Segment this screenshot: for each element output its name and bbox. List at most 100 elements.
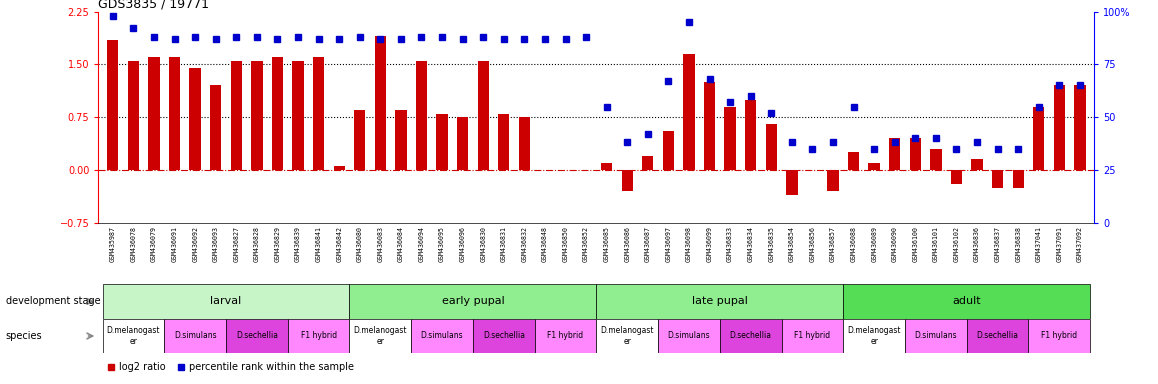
Text: GSM436854: GSM436854	[789, 226, 794, 262]
Text: GSM436092: GSM436092	[192, 226, 198, 262]
Text: F1 hybrid: F1 hybrid	[301, 331, 337, 341]
Text: GSM436856: GSM436856	[809, 226, 815, 262]
Text: D.melanogast
er: D.melanogast er	[107, 326, 160, 346]
Text: GSM436848: GSM436848	[542, 226, 548, 262]
Bar	[1054, 85, 1065, 170]
Text: adult: adult	[952, 296, 981, 306]
Bar	[127, 61, 139, 170]
Text: D.sechellia: D.sechellia	[236, 331, 278, 341]
Bar	[720, 319, 782, 353]
Bar	[354, 110, 366, 170]
Text: GSM436098: GSM436098	[686, 226, 692, 262]
Bar	[889, 138, 901, 170]
Text: GSM437091: GSM437091	[1056, 226, 1062, 262]
Text: early pupal: early pupal	[441, 296, 504, 306]
Text: GSM436093: GSM436093	[213, 226, 219, 262]
Bar	[827, 170, 838, 191]
Text: GSM436850: GSM436850	[563, 226, 569, 262]
Bar	[498, 114, 510, 170]
Text: GSM436830: GSM436830	[481, 226, 486, 262]
Bar	[786, 170, 798, 195]
Text: GSM436827: GSM436827	[233, 226, 240, 262]
Text: D.sechellia: D.sechellia	[976, 331, 1019, 341]
Bar	[658, 319, 720, 353]
Text: GSM436096: GSM436096	[460, 226, 466, 262]
Text: GSM436837: GSM436837	[995, 226, 1001, 262]
Text: GSM436078: GSM436078	[131, 226, 137, 262]
Bar	[292, 61, 303, 170]
Bar	[1028, 319, 1090, 353]
Text: GSM436095: GSM436095	[439, 226, 445, 262]
Text: species: species	[6, 331, 43, 341]
Bar	[683, 54, 695, 170]
Bar	[190, 68, 200, 170]
Text: larval: larval	[211, 296, 242, 306]
Bar	[643, 156, 653, 170]
Text: GSM436084: GSM436084	[398, 226, 404, 262]
Bar	[350, 319, 411, 353]
Text: GSM436102: GSM436102	[953, 226, 960, 262]
Text: D.simulans: D.simulans	[915, 331, 958, 341]
Text: D.simulans: D.simulans	[668, 331, 710, 341]
Bar	[437, 114, 448, 170]
Bar	[910, 138, 921, 170]
Text: GDS3835 / 19771: GDS3835 / 19771	[98, 0, 210, 10]
Bar	[1012, 170, 1024, 187]
Bar	[992, 170, 1003, 187]
Bar	[596, 319, 658, 353]
Bar	[411, 319, 472, 353]
Text: GSM436841: GSM436841	[316, 226, 322, 262]
Bar	[843, 319, 906, 353]
Text: GSM436831: GSM436831	[500, 226, 507, 262]
Bar	[395, 110, 406, 170]
Text: D.melanogast
er: D.melanogast er	[601, 326, 654, 346]
Text: late pupal: late pupal	[691, 296, 748, 306]
Bar	[782, 319, 843, 353]
Text: GSM436838: GSM436838	[1016, 226, 1021, 262]
Bar	[287, 319, 350, 353]
Text: D.melanogast
er: D.melanogast er	[353, 326, 408, 346]
Bar	[765, 124, 777, 170]
Text: GSM436089: GSM436089	[871, 226, 877, 262]
Bar	[967, 319, 1028, 353]
Bar	[906, 319, 967, 353]
Text: GSM436836: GSM436836	[974, 226, 980, 262]
Bar	[108, 40, 118, 170]
Bar	[477, 61, 489, 170]
Bar	[622, 170, 633, 191]
Text: GSM437041: GSM437041	[1035, 226, 1042, 262]
Text: D.simulans: D.simulans	[174, 331, 217, 341]
Bar	[334, 166, 345, 170]
Text: GSM436857: GSM436857	[830, 226, 836, 262]
Text: GSM436829: GSM436829	[274, 226, 280, 262]
Bar	[519, 117, 530, 170]
Text: D.sechellia: D.sechellia	[483, 331, 525, 341]
Bar	[951, 170, 962, 184]
Text: GSM435987: GSM435987	[110, 226, 116, 262]
Text: GSM436833: GSM436833	[727, 226, 733, 262]
Text: F1 hybrid: F1 hybrid	[1041, 331, 1077, 341]
Bar	[210, 85, 221, 170]
Text: GSM436087: GSM436087	[645, 226, 651, 262]
Text: F1 hybrid: F1 hybrid	[794, 331, 830, 341]
Bar	[103, 284, 350, 319]
Legend: log2 ratio, percentile rank within the sample: log2 ratio, percentile rank within the s…	[103, 358, 358, 376]
Text: GSM436094: GSM436094	[418, 226, 425, 262]
Bar	[930, 149, 941, 170]
Text: development stage: development stage	[6, 296, 101, 306]
Text: GSM436101: GSM436101	[933, 226, 939, 262]
Text: GSM436079: GSM436079	[151, 226, 157, 262]
Bar	[843, 284, 1090, 319]
Bar	[169, 57, 181, 170]
Text: GSM436828: GSM436828	[254, 226, 259, 262]
Bar	[972, 159, 983, 170]
Bar	[535, 319, 596, 353]
Text: D.sechellia: D.sechellia	[730, 331, 771, 341]
Bar	[313, 57, 324, 170]
Text: GSM436835: GSM436835	[768, 226, 775, 262]
Bar	[704, 82, 716, 170]
Bar	[1033, 106, 1045, 170]
Bar	[472, 319, 535, 353]
Text: GSM436086: GSM436086	[624, 226, 630, 262]
Bar	[416, 61, 427, 170]
